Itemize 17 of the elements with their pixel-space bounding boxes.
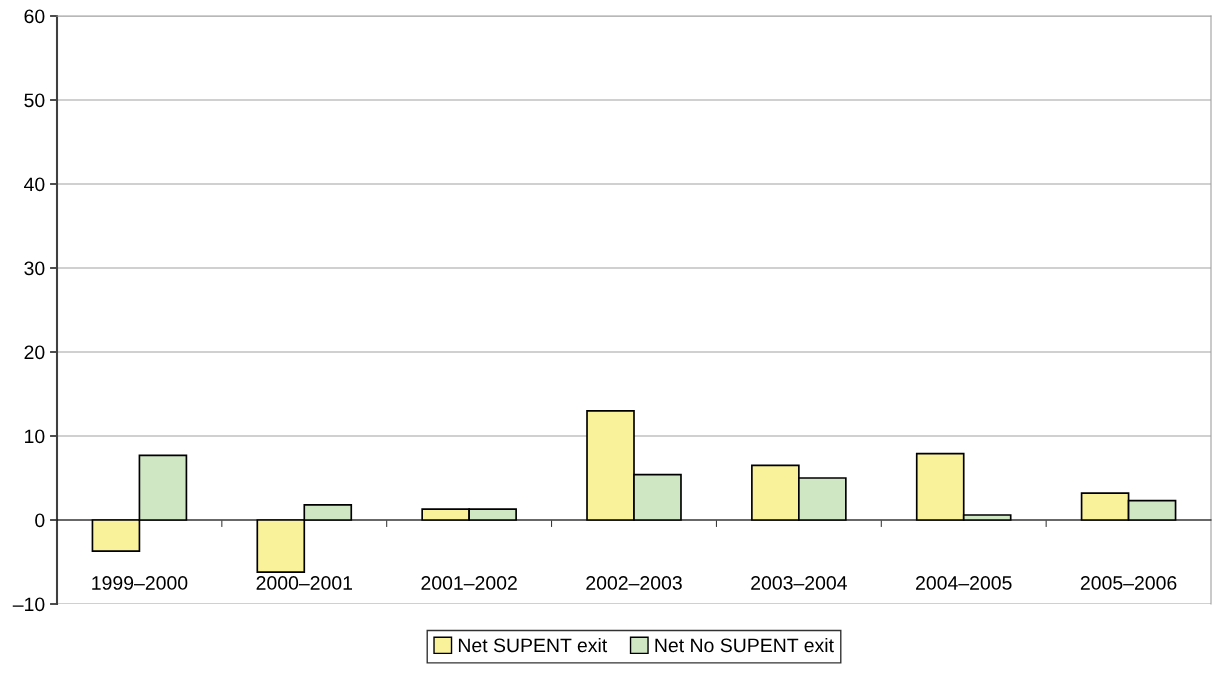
- y-tick-label: 60: [24, 9, 45, 24]
- legend-label: Net No SUPENT exit: [655, 637, 834, 653]
- x-tick-label: 2000–2001: [256, 576, 353, 590]
- y-tick-label: 0: [35, 513, 45, 528]
- x-tick-label: 2003–2004: [751, 576, 847, 590]
- y-tick-label: –10: [12, 597, 45, 612]
- y-tick-label: 10: [25, 429, 45, 444]
- y-tick-label: 50: [24, 93, 45, 108]
- x-tick-label: 2002–2003: [586, 576, 682, 590]
- y-tick-label: 20: [24, 345, 45, 360]
- x-tick-label: 2001–2002: [421, 576, 517, 590]
- y-tick-label: 30: [24, 261, 45, 276]
- x-tick-label: 2005–2006: [1080, 576, 1177, 590]
- x-tick-label: 1999–2000: [92, 576, 188, 590]
- y-tick-label: 40: [24, 177, 45, 192]
- x-tick-label: 2004–2005: [916, 576, 1012, 590]
- legend-label: Net SUPENT exit: [458, 637, 608, 653]
